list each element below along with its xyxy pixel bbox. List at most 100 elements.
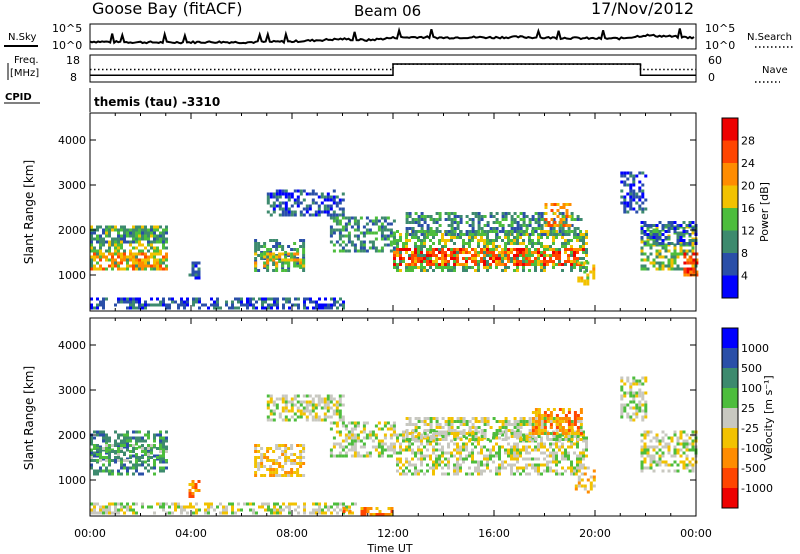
heatmap-cell-3-2 xyxy=(324,505,327,509)
heatmap-cell-3-7 xyxy=(546,469,549,473)
heatmap-cell-2-7 xyxy=(284,213,288,217)
heatmap-cell-2-11 xyxy=(453,215,457,218)
heatmap-cell-2-1 xyxy=(99,258,102,262)
heatmap-cell-3-4 xyxy=(281,450,285,453)
heatmap-cell-2-11 xyxy=(417,221,421,224)
heatmap-cell-3-4 xyxy=(296,471,300,474)
heatmap-cell-2-9 xyxy=(423,260,426,263)
heatmap-cell-2-12 xyxy=(562,224,566,227)
heatmap-cell-3-9 xyxy=(579,423,583,426)
heatmap-cell-3-7 xyxy=(528,445,531,449)
heatmap-cell-2-11 xyxy=(576,218,580,221)
heatmap-cell-2-9 xyxy=(441,236,444,239)
heatmap-cell-3-11 xyxy=(667,445,671,449)
heatmap-cell-3-4 xyxy=(275,447,279,450)
heatmap-cell-3-8 xyxy=(456,420,460,423)
heatmap-cell-3-5 xyxy=(320,418,324,422)
heatmap-cell-2-3 xyxy=(228,306,231,310)
heatmap-cell-2-14 xyxy=(670,261,674,265)
heatmap-cell-2-9 xyxy=(477,251,480,254)
heatmap-cell-3-2 xyxy=(303,508,306,512)
heatmap-cell-3-5 xyxy=(269,418,273,422)
heatmap-cell-3-2 xyxy=(237,508,240,512)
heatmap-cell-3-8 xyxy=(465,423,469,426)
heatmap-cell-3-7 xyxy=(438,448,441,452)
heatmap-cell-3-1 xyxy=(147,447,150,450)
heatmap-cell-2-15 xyxy=(670,224,674,227)
heatmap-cell-3-6 xyxy=(335,421,339,425)
heatmap-cell-2-1 xyxy=(93,258,96,262)
heatmap-cell-2-9 xyxy=(570,254,573,257)
heatmap-cell-3-8 xyxy=(471,435,475,438)
heatmap-cell-2-14 xyxy=(676,264,680,268)
heatmap-cell-3-7 xyxy=(426,439,429,443)
heatmap-cell-2-11 xyxy=(504,215,508,218)
heatmap-cell-2-9 xyxy=(402,242,405,245)
heatmap-cell-3-7 xyxy=(471,442,474,446)
heatmap-cell-2-17 xyxy=(641,210,645,214)
heatmap-cell-3-8 xyxy=(408,432,412,435)
heatmap-cell-3-7 xyxy=(399,472,402,476)
heatmap-cell-3-2 xyxy=(231,511,234,515)
heatmap-cell-3-5 xyxy=(299,409,303,413)
heatmap-cell-3-5 xyxy=(317,418,321,422)
heatmap-cell-3-7 xyxy=(558,448,561,452)
heatmap-cell-3-7 xyxy=(549,442,552,446)
heatmap-cell-3-9 xyxy=(561,411,565,414)
heatmap-cell-3-9 xyxy=(546,432,550,435)
x-tick-label: 00:00 xyxy=(74,527,106,540)
heatmap-cell-2-3 xyxy=(321,306,324,310)
heatmap-cell-2-9 xyxy=(501,248,504,251)
heatmap-cell-3-2 xyxy=(93,508,96,512)
heatmap-cell-2-8 xyxy=(362,246,366,250)
heatmap-cell-2-11 xyxy=(513,230,517,233)
heatmap-cell-2-11 xyxy=(477,233,481,236)
heatmap-cell-3-9 xyxy=(552,408,556,411)
heatmap-cell-3-2 xyxy=(150,505,153,509)
heatmap-cell-2-9 xyxy=(537,254,540,257)
heatmap-cell-3-11 xyxy=(676,436,680,440)
heatmap-cell-2-9 xyxy=(555,230,558,233)
heatmap-cell-2-8 xyxy=(347,219,351,223)
heatmap-cell-2-14 xyxy=(667,261,671,265)
heatmap-cell-2-10 xyxy=(519,263,522,266)
heatmap-cell-2-9 xyxy=(573,233,576,236)
heatmap-cell-2-15 xyxy=(676,224,680,227)
heatmap-cell-2-9 xyxy=(582,245,585,248)
heatmap-cell-3-4 xyxy=(302,456,306,459)
heatmap-cell-2-9 xyxy=(441,245,444,248)
heatmap-cell-3-7 xyxy=(498,466,501,470)
heatmap-cell-2-10 xyxy=(429,263,432,266)
heatmap-cell-2-6 xyxy=(254,264,258,268)
heatmap-cell-3-5 xyxy=(341,403,345,407)
heatmap-cell-3-2 xyxy=(204,511,207,515)
heatmap-cell-3-7 xyxy=(510,448,513,452)
heatmap-cell-2-11 xyxy=(495,221,499,224)
heatmap-cell-3-4 xyxy=(284,456,288,459)
heatmap-cell-3-1 xyxy=(165,459,168,462)
heatmap-cell-3-13 xyxy=(390,510,394,513)
heatmap-cell-3-7 xyxy=(534,466,537,470)
heatmap-cell-3-10 xyxy=(580,478,584,482)
heatmap-cell-3-8 xyxy=(498,426,502,429)
heatmap-cell-2-11 xyxy=(465,230,469,233)
heatmap-cell-3-4 xyxy=(257,462,261,465)
heatmap-cell-3-8 xyxy=(462,435,466,438)
heatmap-cell-2-9 xyxy=(507,242,510,245)
heatmap-cell-2-14 xyxy=(688,249,692,253)
heatmap-cell-2-10 xyxy=(402,257,405,260)
heatmap-cell-3-7 xyxy=(549,445,552,449)
heatmap-cell-3-8 xyxy=(522,435,526,438)
heatmap-cell-3-7 xyxy=(537,457,540,461)
heatmap-cell-2-3 xyxy=(288,300,291,304)
heatmap-cell-3-9 xyxy=(546,420,550,423)
heatmap-cell-2-10 xyxy=(453,248,456,251)
heatmap-cell-2-1 xyxy=(153,261,156,265)
heatmap-cell-3-11 xyxy=(682,463,686,467)
heatmap-cell-3-8 xyxy=(408,423,412,426)
heatmap-cell-2-8 xyxy=(365,216,369,220)
heatmap-cell-2-3 xyxy=(180,297,183,301)
colorbar-tick-label: 20 xyxy=(741,180,755,193)
heatmap-cell-3-7 xyxy=(552,448,555,452)
heatmap-cell-2-0 xyxy=(93,249,96,253)
